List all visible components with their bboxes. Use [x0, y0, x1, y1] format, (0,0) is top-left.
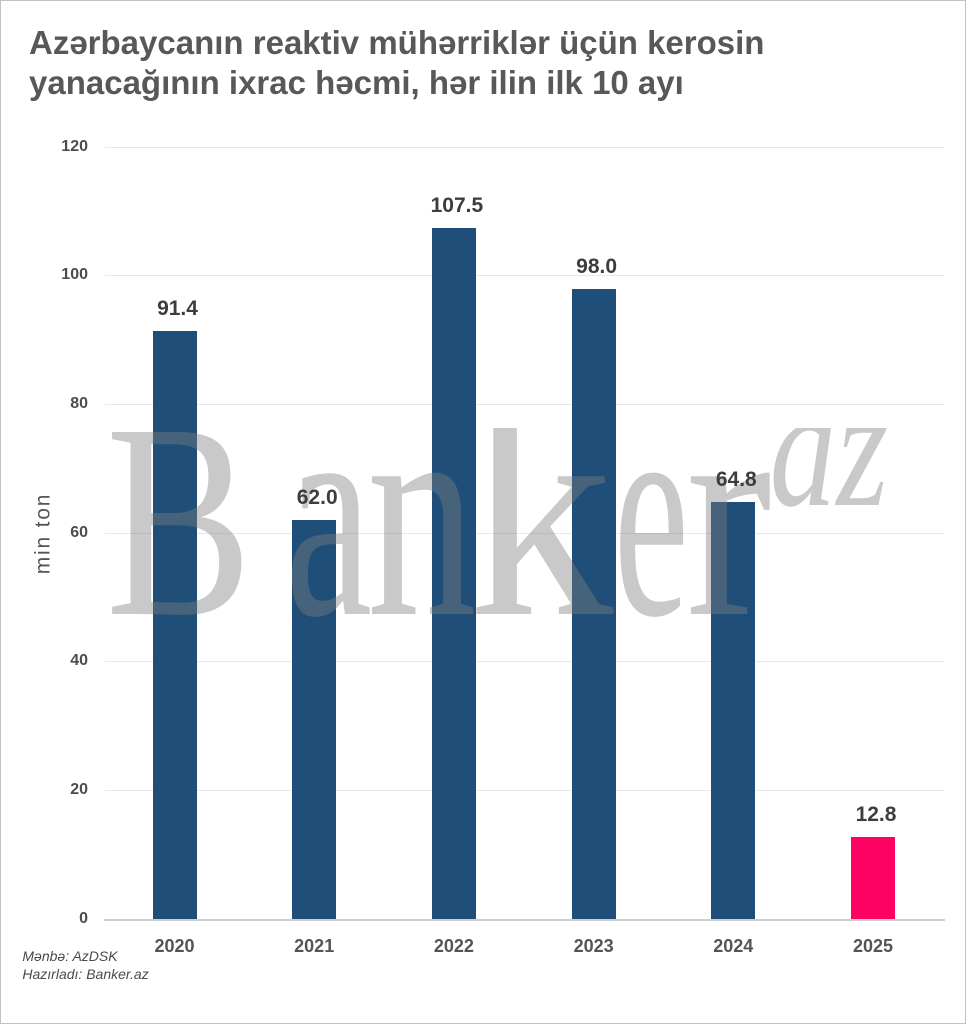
svg-text:n: n — [367, 347, 477, 679]
svg-text:az: az — [770, 353, 889, 543]
svg-text:e: e — [614, 347, 689, 679]
svg-text:r: r — [686, 346, 772, 679]
svg-text:B: B — [106, 368, 252, 676]
svg-text:a: a — [285, 347, 372, 679]
svg-text:k: k — [468, 347, 613, 679]
